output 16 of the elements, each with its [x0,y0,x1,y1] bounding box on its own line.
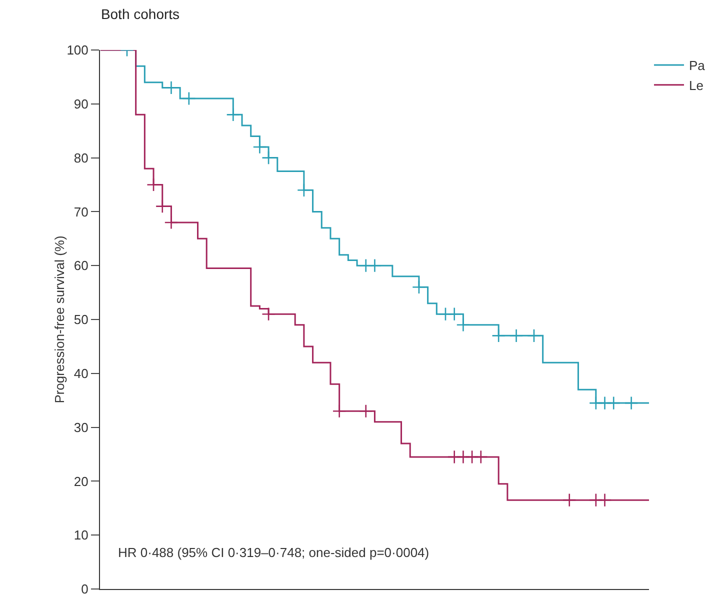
y-tick-label: 10 [74,528,88,543]
legend-label: Pa [689,58,706,74]
y-axis-title: Progression-free survival (%) [52,236,67,404]
y-tick-label: 40 [74,366,88,381]
y-tick-label: 70 [74,204,88,220]
y-tick-label: 30 [74,420,88,435]
y-tick-label: 50 [74,312,88,328]
y-tick-label: 20 [74,474,88,489]
y-tick-label: 100 [66,42,88,58]
y-tick-label: 60 [74,258,88,274]
annotation: HR 0·488 (95% CI 0·319–0·748; one-sided p=0·0004) [118,545,430,560]
y-tick-label: 90 [74,96,88,112]
chart-title: Both cohorts [100,6,180,22]
y-tick-label: 0 [81,582,88,597]
y-tick-label: 80 [74,150,88,166]
legend-label: Le [689,78,704,93]
